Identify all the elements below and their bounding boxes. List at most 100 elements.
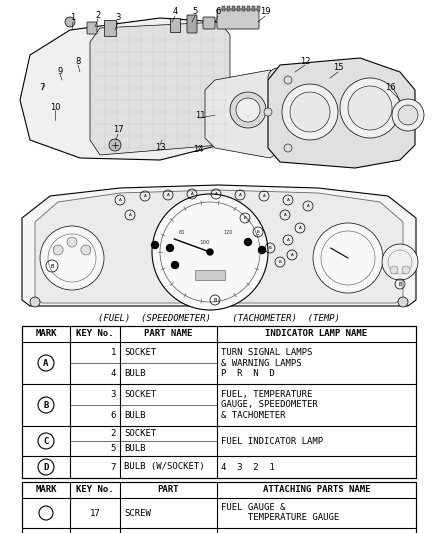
Text: ATTACHING PARTS NAME: ATTACHING PARTS NAME (263, 486, 370, 495)
Text: MARK: MARK (35, 486, 57, 495)
Text: A: A (119, 198, 121, 202)
Text: P  R  N  D: P R N D (221, 369, 275, 378)
Text: A: A (166, 193, 170, 197)
Text: 7: 7 (111, 463, 116, 472)
Text: B: B (257, 230, 259, 234)
Circle shape (268, 68, 288, 88)
Bar (232, 6, 235, 11)
Text: A: A (299, 226, 301, 230)
Text: 4  3  2  1: 4 3 2 1 (221, 463, 275, 472)
Text: FUEL, TEMPERATURE: FUEL, TEMPERATURE (221, 390, 312, 399)
Circle shape (81, 245, 91, 255)
Text: A: A (283, 213, 286, 217)
Circle shape (67, 237, 77, 247)
Text: SOCKET: SOCKET (124, 390, 156, 399)
Text: BULB: BULB (124, 369, 145, 378)
Text: MARK: MARK (35, 329, 57, 338)
Circle shape (166, 245, 173, 252)
Text: & WARNING LAMPS: & WARNING LAMPS (221, 359, 302, 367)
Bar (104, 20, 116, 36)
Circle shape (382, 244, 418, 280)
Text: GAUGE, SPEEDOMETER: GAUGE, SPEEDOMETER (221, 400, 318, 409)
Text: B: B (244, 216, 247, 220)
Text: 10: 10 (50, 103, 60, 112)
Text: A: A (286, 238, 290, 242)
Circle shape (244, 238, 251, 246)
Text: A: A (129, 213, 131, 217)
Text: 17: 17 (90, 508, 100, 518)
Text: 1: 1 (71, 13, 76, 22)
Circle shape (284, 76, 292, 84)
Text: B: B (50, 263, 53, 269)
Text: INDICATOR LAMP NAME: INDICATOR LAMP NAME (265, 329, 367, 338)
Text: SOCKET: SOCKET (124, 429, 156, 438)
Text: A: A (215, 192, 217, 196)
Text: & TACHOMETER: & TACHOMETER (221, 411, 286, 420)
Text: 120: 120 (223, 230, 233, 235)
Bar (237, 6, 240, 11)
Text: 4: 4 (111, 369, 116, 378)
Circle shape (284, 144, 292, 152)
Circle shape (53, 245, 63, 255)
FancyBboxPatch shape (203, 17, 215, 29)
Polygon shape (268, 58, 415, 168)
Text: 3: 3 (115, 13, 121, 22)
Bar (170, 18, 180, 32)
Text: A: A (307, 204, 309, 208)
Circle shape (398, 297, 408, 307)
Bar (257, 6, 260, 11)
Polygon shape (20, 18, 220, 160)
Text: 17: 17 (113, 125, 124, 134)
Circle shape (236, 98, 260, 122)
Bar (222, 6, 225, 11)
Text: B: B (398, 281, 402, 287)
Text: 14: 14 (193, 146, 203, 155)
Circle shape (207, 249, 213, 255)
Text: 80: 80 (179, 230, 185, 235)
Text: 11: 11 (195, 110, 205, 119)
Text: 1: 1 (111, 348, 116, 357)
Text: 15: 15 (333, 63, 343, 72)
Circle shape (40, 226, 104, 290)
Bar (195, 270, 225, 280)
Text: B: B (268, 246, 272, 250)
Circle shape (392, 99, 424, 131)
Text: 7: 7 (39, 84, 45, 93)
Text: B: B (279, 260, 282, 264)
Text: A: A (191, 192, 194, 196)
Circle shape (340, 78, 400, 138)
Text: 5: 5 (192, 7, 198, 17)
Text: 6: 6 (111, 411, 116, 420)
FancyBboxPatch shape (187, 15, 197, 33)
Text: FUEL INDICATOR LAMP: FUEL INDICATOR LAMP (221, 437, 323, 446)
Text: 13: 13 (155, 143, 165, 152)
Bar (242, 6, 245, 11)
Text: 100: 100 (200, 239, 210, 245)
Circle shape (272, 72, 284, 84)
Text: TEMPERATURE GAUGE: TEMPERATURE GAUGE (221, 513, 339, 522)
Circle shape (348, 86, 392, 130)
Text: A: A (239, 193, 241, 197)
Text: A: A (290, 253, 293, 257)
Text: TURN SIGNAL LAMPS: TURN SIGNAL LAMPS (221, 348, 312, 357)
Circle shape (402, 266, 410, 274)
Text: A: A (262, 194, 265, 198)
Text: 16: 16 (385, 84, 396, 93)
Text: KEY No.: KEY No. (76, 486, 114, 495)
Circle shape (230, 92, 266, 128)
Circle shape (264, 108, 272, 116)
Text: 5: 5 (111, 444, 116, 453)
Text: BULB: BULB (124, 411, 145, 420)
Circle shape (398, 105, 418, 125)
Bar (247, 6, 250, 11)
Text: PART NAME: PART NAME (144, 329, 193, 338)
Text: A: A (144, 194, 146, 198)
Text: D: D (43, 463, 49, 472)
Circle shape (65, 17, 75, 27)
Circle shape (152, 194, 268, 310)
Text: C: C (43, 437, 49, 446)
Bar (227, 6, 230, 11)
Polygon shape (90, 22, 230, 155)
Polygon shape (22, 185, 416, 306)
Text: 12: 12 (300, 58, 310, 67)
